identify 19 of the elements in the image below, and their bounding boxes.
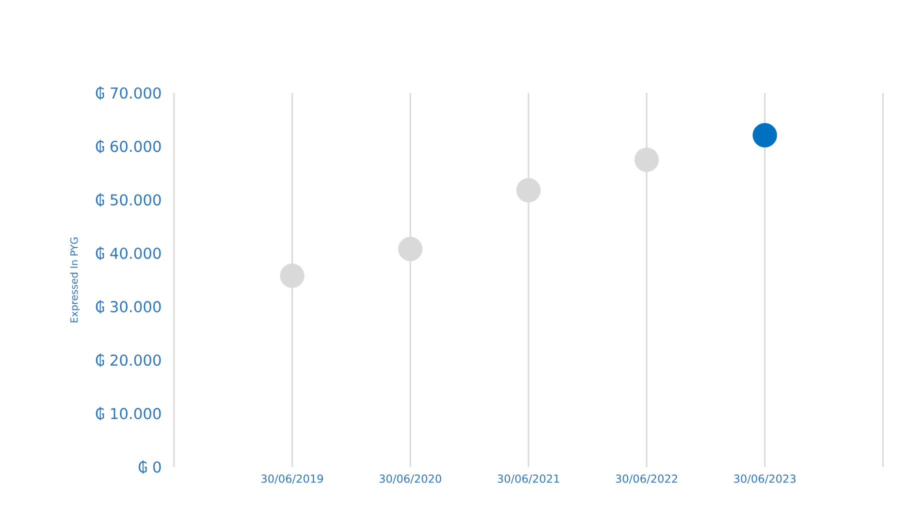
y-tick-label: ₲ 40.000	[96, 246, 161, 260]
y-tick-label: ₲ 0	[138, 460, 161, 474]
point	[516, 178, 541, 202]
point	[280, 264, 304, 288]
x-tick-label: 30/06/2021	[498, 474, 560, 484]
x-tick-label: 30/06/2023	[734, 474, 796, 484]
y-tick-label: ₲ 10.000	[96, 406, 161, 420]
y-tick-label: ₲ 60.000	[96, 140, 161, 154]
x-tick-label: 30/06/2020	[380, 474, 442, 484]
x-tick-label: 30/06/2022	[616, 474, 678, 484]
y-tick-label: ₲ 70.000	[96, 86, 161, 100]
y-tick-label: ₲ 50.000	[96, 193, 161, 206]
y-tick-label: ₲ 20.000	[96, 354, 161, 367]
y-axis-title: Expressed In PYG	[70, 238, 80, 322]
y-tick-label: ₲ 30.000	[96, 300, 161, 314]
point	[752, 123, 778, 148]
point	[634, 148, 659, 172]
point	[398, 236, 423, 262]
x-tick-label: 30/06/2019	[261, 474, 323, 484]
